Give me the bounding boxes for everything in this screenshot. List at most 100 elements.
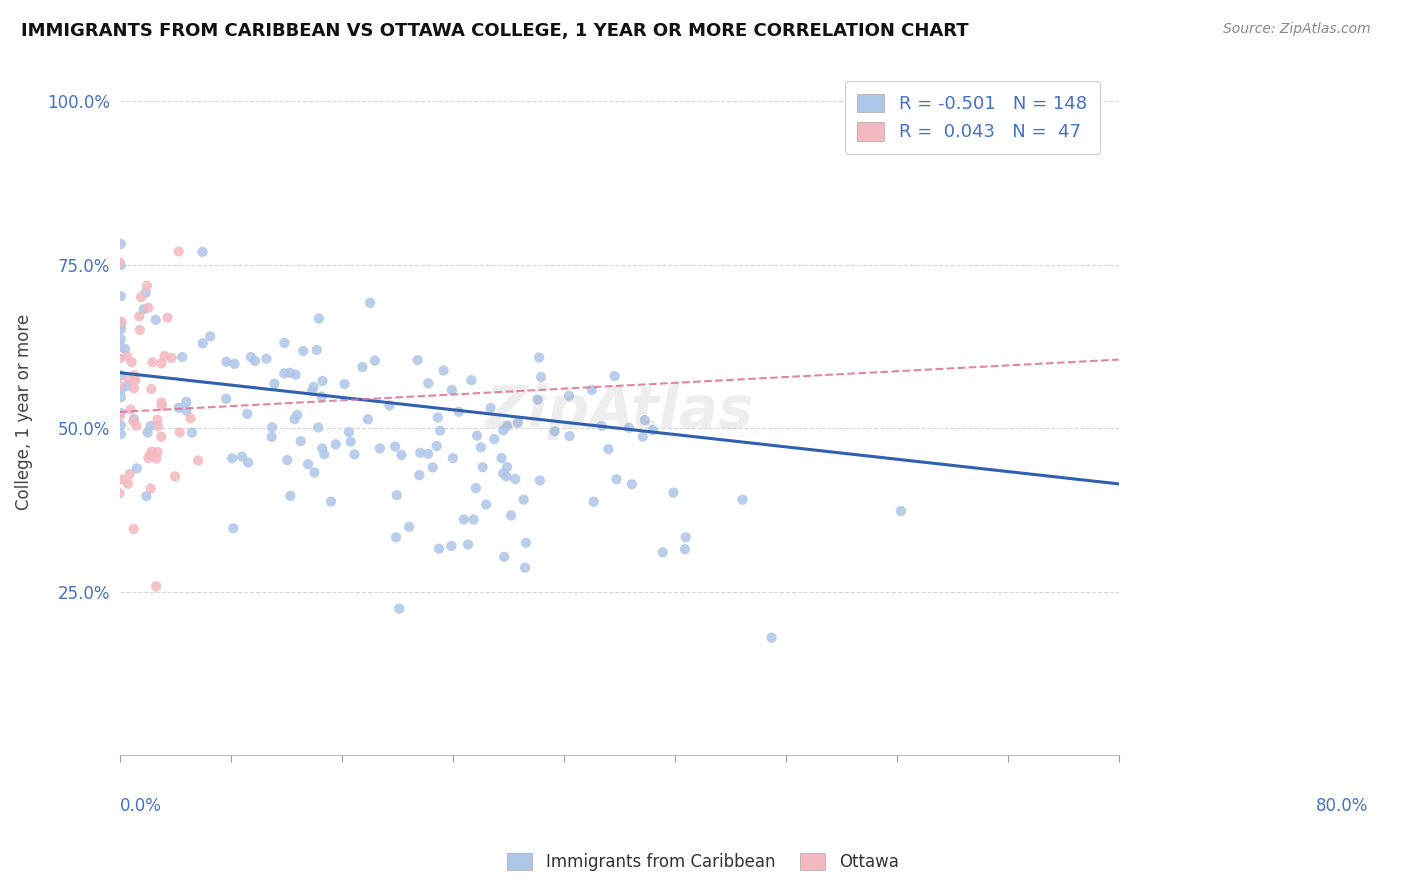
Point <box>359 296 381 310</box>
Point <box>179 411 201 425</box>
Point <box>426 439 449 453</box>
Point <box>110 390 132 404</box>
Point <box>307 420 329 434</box>
Point <box>406 353 429 368</box>
Point <box>515 536 537 550</box>
Point <box>422 460 444 475</box>
Point <box>110 406 132 420</box>
Point <box>385 488 408 502</box>
Point <box>167 401 190 415</box>
Point <box>110 368 132 383</box>
Point <box>506 416 529 430</box>
Point <box>139 448 162 462</box>
Point <box>662 485 685 500</box>
Point <box>890 504 912 518</box>
Point <box>368 442 391 456</box>
Point <box>339 434 361 449</box>
Point <box>110 315 132 329</box>
Point <box>503 472 526 486</box>
Text: Source: ZipAtlas.com: Source: ZipAtlas.com <box>1223 22 1371 37</box>
Point <box>136 278 159 293</box>
Point <box>191 336 214 351</box>
Point <box>314 447 336 461</box>
Point <box>292 343 315 358</box>
Point <box>501 508 523 523</box>
Point <box>146 445 169 459</box>
Point <box>118 467 141 481</box>
Point <box>138 301 160 315</box>
Point <box>117 476 139 491</box>
Legend: Immigrants from Caribbean, Ottawa: Immigrants from Caribbean, Ottawa <box>499 845 907 880</box>
Point <box>432 363 454 377</box>
Point <box>308 311 330 326</box>
Point <box>141 382 163 396</box>
Point <box>591 418 613 433</box>
Point <box>135 489 157 503</box>
Point <box>122 381 145 395</box>
Point <box>132 302 155 317</box>
Point <box>512 492 534 507</box>
Point <box>427 541 450 556</box>
Point <box>440 539 463 553</box>
Point <box>305 343 328 357</box>
Point <box>558 389 581 403</box>
Point <box>457 537 479 551</box>
Point <box>333 377 356 392</box>
Point <box>111 473 134 487</box>
Point <box>357 412 380 426</box>
Point <box>276 453 298 467</box>
Point <box>364 353 387 368</box>
Point <box>187 453 209 467</box>
Point <box>110 332 132 346</box>
Point <box>139 482 162 496</box>
Point <box>117 378 139 392</box>
Point <box>301 384 323 398</box>
Point <box>110 258 132 272</box>
Point <box>408 468 430 483</box>
Point <box>121 355 143 369</box>
Point <box>108 351 131 366</box>
Point <box>297 457 319 471</box>
Point <box>122 412 145 426</box>
Point <box>319 494 342 508</box>
Point <box>215 392 238 406</box>
Point <box>160 351 183 365</box>
Point <box>302 380 325 394</box>
Point <box>145 579 167 593</box>
Point <box>110 322 132 336</box>
Point <box>150 356 173 370</box>
Point <box>128 310 150 324</box>
Point <box>311 442 333 456</box>
Y-axis label: College, 1 year or more: College, 1 year or more <box>15 314 32 510</box>
Point <box>558 429 581 443</box>
Point <box>172 350 194 364</box>
Point <box>108 378 131 392</box>
Point <box>280 489 302 503</box>
Point <box>398 520 420 534</box>
Text: 80.0%: 80.0% <box>1316 797 1368 814</box>
Point <box>484 432 506 446</box>
Point <box>605 472 627 486</box>
Text: 0.0%: 0.0% <box>120 797 162 814</box>
Point <box>283 412 305 426</box>
Point <box>108 255 131 269</box>
Point <box>150 399 173 413</box>
Point <box>146 419 169 434</box>
Point <box>492 467 515 481</box>
Point <box>343 447 366 461</box>
Point <box>146 412 169 426</box>
Point <box>150 395 173 409</box>
Point <box>180 425 202 440</box>
Point <box>543 425 565 439</box>
Point <box>530 370 553 384</box>
Point <box>675 530 697 544</box>
Point <box>465 428 488 442</box>
Point <box>441 451 464 466</box>
Point <box>110 318 132 332</box>
Point <box>491 451 513 466</box>
Point <box>110 383 132 397</box>
Point <box>150 429 173 443</box>
Point <box>141 355 163 369</box>
Point <box>385 530 408 544</box>
Point <box>470 441 492 455</box>
